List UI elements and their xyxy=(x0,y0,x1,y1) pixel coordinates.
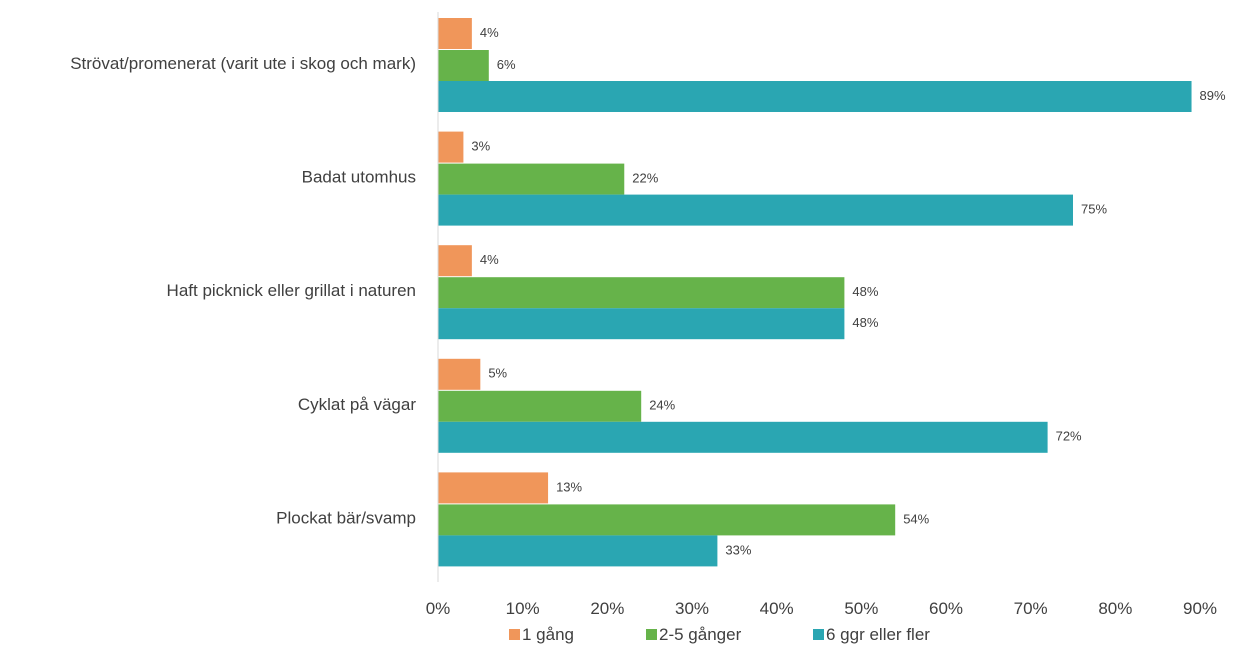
bar xyxy=(438,245,472,277)
legend-swatch xyxy=(646,629,657,640)
category-label: Cyklat på vägar xyxy=(298,395,416,414)
x-tick-label: 80% xyxy=(1098,599,1132,618)
bar xyxy=(438,358,481,390)
category-labels: Strövat/promenerat (varit ute i skog och… xyxy=(70,54,416,527)
x-tick-label: 10% xyxy=(506,599,540,618)
x-tick-label: 0% xyxy=(426,599,451,618)
legend-label: 2-5 gånger xyxy=(659,625,742,644)
data-label: 4% xyxy=(480,25,499,40)
x-tick-label: 90% xyxy=(1183,599,1217,618)
data-label: 75% xyxy=(1081,202,1107,217)
x-tick-label: 70% xyxy=(1014,599,1048,618)
data-label: 24% xyxy=(649,398,675,413)
data-label: 22% xyxy=(632,171,658,186)
category-label: Badat utomhus xyxy=(302,168,416,187)
data-label: 48% xyxy=(852,284,878,299)
data-label: 54% xyxy=(903,511,929,526)
bar xyxy=(438,504,896,536)
bar xyxy=(438,472,549,504)
legend-label: 1 gång xyxy=(522,625,574,644)
bar xyxy=(438,535,718,567)
bar xyxy=(438,308,845,340)
bar xyxy=(438,163,625,195)
data-label: 6% xyxy=(497,57,516,72)
data-label: 3% xyxy=(471,139,490,154)
data-label: 5% xyxy=(488,366,507,381)
data-labels: 4% 6% 89% 3% 22% 75% 4% 48% 48% 5% 24% 72% 13% 54% 33% xyxy=(471,25,1226,557)
bar xyxy=(438,131,464,163)
data-label: 89% xyxy=(1200,88,1226,103)
legend-swatch xyxy=(509,629,520,640)
data-label: 33% xyxy=(725,542,751,557)
legend-swatch xyxy=(813,629,824,640)
x-tick-label: 40% xyxy=(760,599,794,618)
x-tick-label: 60% xyxy=(929,599,963,618)
bar xyxy=(438,50,489,81)
bar xyxy=(438,421,1048,453)
x-tick-label: 30% xyxy=(675,599,709,618)
data-label: 72% xyxy=(1056,429,1082,444)
x-tick-label: 20% xyxy=(590,599,624,618)
bars xyxy=(438,18,1192,567)
legend-label: 6 ggr eller fler xyxy=(826,625,930,644)
bar xyxy=(438,194,1073,226)
bar xyxy=(438,277,845,309)
category-label: Plockat bär/svamp xyxy=(276,508,416,527)
x-tick-label: 50% xyxy=(844,599,878,618)
data-label: 13% xyxy=(556,479,582,494)
bar xyxy=(438,390,642,422)
bar xyxy=(438,18,472,49)
legend: 1 gång 2-5 gånger 6 ggr eller fler xyxy=(509,625,930,644)
category-label: Haft picknick eller grillat i naturen xyxy=(167,281,416,300)
data-label: 48% xyxy=(852,315,878,330)
category-label: Strövat/promenerat (varit ute i skog och… xyxy=(70,54,416,73)
x-axis-tick-labels: 0% 10% 20% 30% 40% 50% 60% 70% 80% 90% xyxy=(426,599,1217,618)
data-label: 4% xyxy=(480,252,499,267)
bar xyxy=(438,81,1192,112)
